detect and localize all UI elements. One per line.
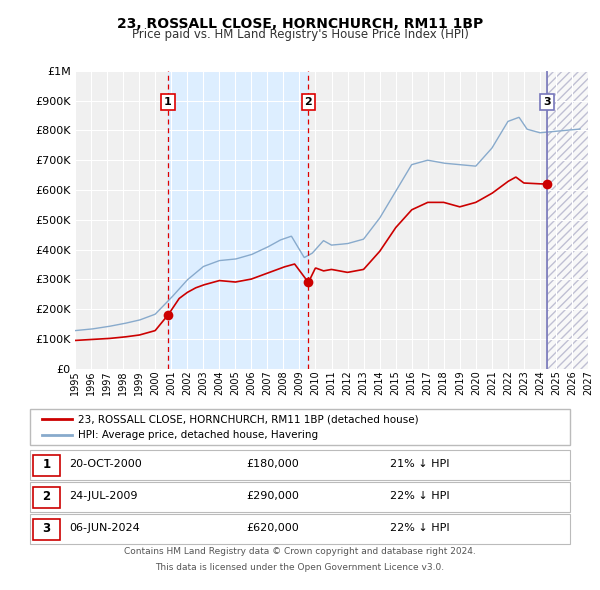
Text: 24-JUL-2009: 24-JUL-2009 — [69, 491, 137, 501]
Text: HPI: Average price, detached house, Havering: HPI: Average price, detached house, Have… — [78, 430, 318, 440]
Text: 3: 3 — [43, 522, 50, 535]
Text: 20-OCT-2000: 20-OCT-2000 — [69, 460, 142, 469]
Text: 22% ↓ HPI: 22% ↓ HPI — [390, 523, 449, 533]
Bar — [168, 71, 308, 369]
Text: 06-JUN-2024: 06-JUN-2024 — [69, 523, 140, 533]
Text: Price paid vs. HM Land Registry's House Price Index (HPI): Price paid vs. HM Land Registry's House … — [131, 28, 469, 41]
Text: 2: 2 — [43, 490, 50, 503]
Text: £290,000: £290,000 — [246, 491, 299, 501]
Text: 3: 3 — [543, 97, 551, 107]
Text: Contains HM Land Registry data © Crown copyright and database right 2024.: Contains HM Land Registry data © Crown c… — [124, 547, 476, 556]
Bar — [547, 71, 588, 369]
Text: 23, ROSSALL CLOSE, HORNCHURCH, RM11 1BP: 23, ROSSALL CLOSE, HORNCHURCH, RM11 1BP — [117, 17, 483, 31]
Text: £180,000: £180,000 — [246, 460, 299, 469]
Text: This data is licensed under the Open Government Licence v3.0.: This data is licensed under the Open Gov… — [155, 563, 445, 572]
Text: 21% ↓ HPI: 21% ↓ HPI — [390, 460, 449, 469]
Text: £620,000: £620,000 — [246, 523, 299, 533]
Text: 23, ROSSALL CLOSE, HORNCHURCH, RM11 1BP (detached house): 23, ROSSALL CLOSE, HORNCHURCH, RM11 1BP … — [78, 414, 419, 424]
Text: 2: 2 — [305, 97, 312, 107]
Text: 1: 1 — [43, 458, 50, 471]
Text: 1: 1 — [164, 97, 172, 107]
Text: 22% ↓ HPI: 22% ↓ HPI — [390, 491, 449, 501]
